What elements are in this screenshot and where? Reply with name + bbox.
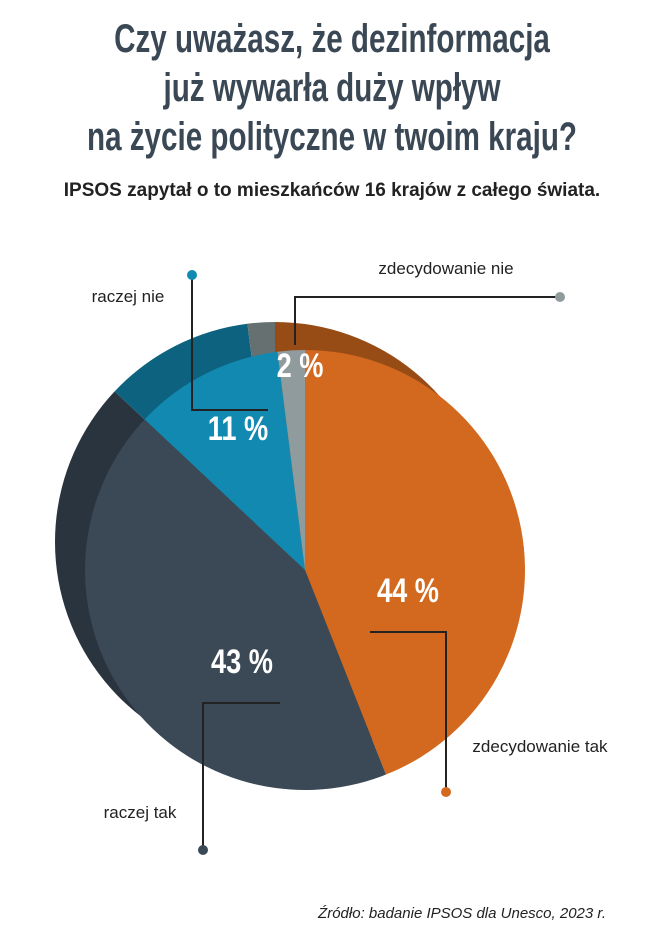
value-label: 2 % [277, 346, 324, 385]
leader-line [202, 702, 280, 850]
pie-slice [305, 350, 525, 775]
pie-slice [277, 350, 305, 570]
category-label: zdecydowanie nie [378, 259, 513, 278]
labels: zdecydowanie tak 44 % raczej tak 43 % raczej… [92, 259, 608, 855]
pie-slice [85, 419, 386, 790]
value-label: 43 % [211, 642, 273, 681]
value-label: 11 % [208, 409, 268, 448]
subtitle: IPSOS zapytał o to mieszkańców 16 krajów… [64, 180, 600, 201]
title-group: Czy uważasz, że dezinformacja już wywarł… [87, 17, 577, 159]
pie [85, 350, 525, 790]
leader-dot [187, 270, 197, 280]
category-label: raczej nie [92, 287, 165, 306]
category-label: raczej tak [104, 803, 177, 822]
leader-dot [441, 787, 451, 797]
pie-slice [144, 351, 305, 570]
value-label: 44 % [377, 571, 439, 610]
source: Źródło: badanie IPSOS dla Unesco, 2023 r… [317, 905, 606, 922]
title-line: już wywarła duży wpływ [163, 66, 501, 110]
leader-line [191, 275, 268, 411]
title-line: na życie polityczne w twoim kraju? [87, 115, 577, 159]
leader-line [370, 631, 447, 792]
leader-line [294, 296, 560, 345]
leader-dot [198, 845, 208, 855]
title-line: Czy uważasz, że dezinformacja [114, 17, 550, 61]
leader-dot [555, 292, 565, 302]
category-label: zdecydowanie tak [472, 737, 608, 756]
